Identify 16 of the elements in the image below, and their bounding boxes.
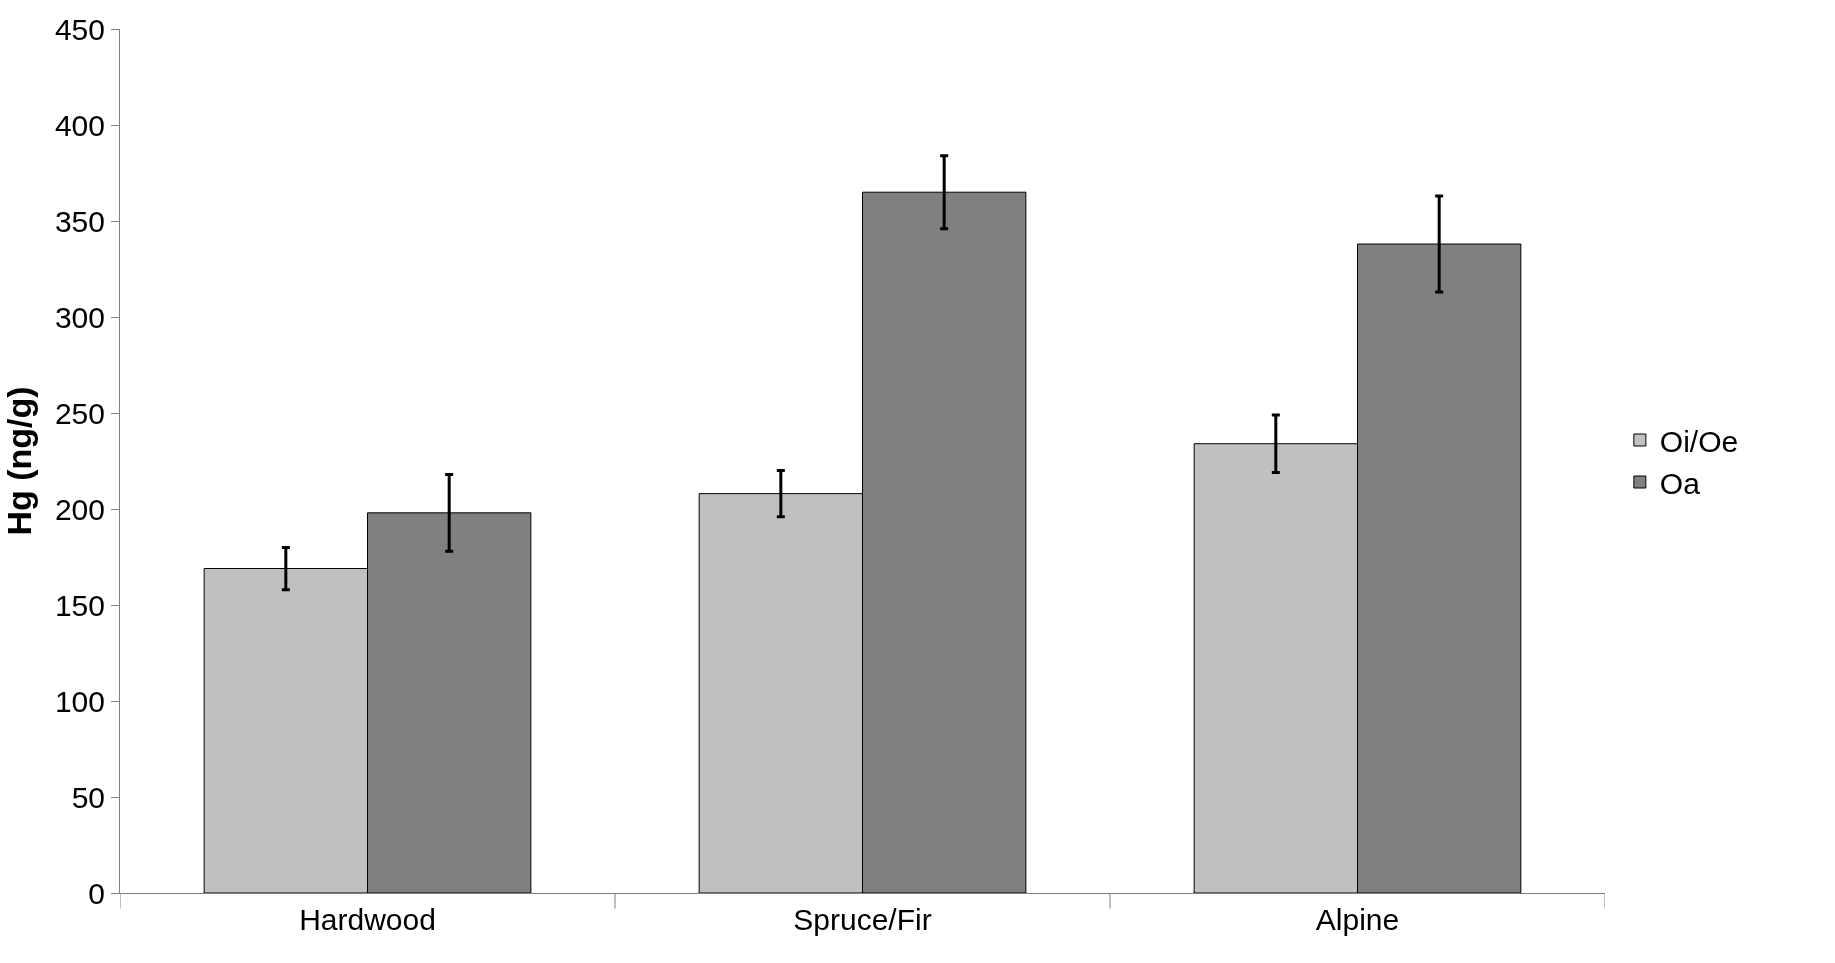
x-tick-label: Spruce/Fir	[793, 903, 932, 936]
y-tick-label: 100	[54, 684, 105, 718]
x-tick-label: Hardwood	[299, 903, 436, 936]
y-tick-label: 300	[54, 300, 105, 334]
y-tick-label: 200	[54, 492, 105, 526]
y-tick-label: 350	[54, 204, 105, 238]
x-tick-label: Alpine	[1315, 903, 1400, 936]
y-tick-label: 0	[88, 876, 105, 910]
y-tick-label: 250	[54, 396, 105, 430]
legend-label: Oi/Oe	[1659, 424, 1739, 458]
legend-label: Oa	[1659, 466, 1701, 500]
y-axis-title: Hg (ng/g)	[0, 386, 38, 536]
y-tick-label: 400	[54, 108, 105, 142]
y-tick-label: 450	[54, 12, 105, 46]
y-tick-label: 50	[71, 780, 105, 814]
y-tick-label: 150	[54, 588, 105, 622]
